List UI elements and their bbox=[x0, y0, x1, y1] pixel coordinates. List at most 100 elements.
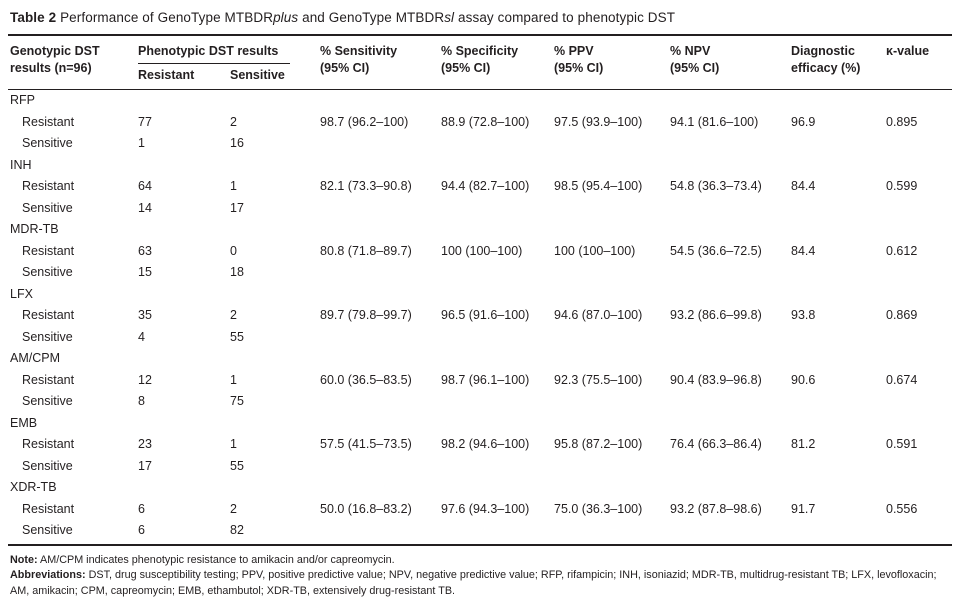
cell-specificity: 96.5 (91.6–100) bbox=[441, 308, 530, 322]
cell-kappa bbox=[886, 262, 952, 284]
table-row: Sensitive 4 55 bbox=[8, 327, 952, 349]
header-line: (95% CI) bbox=[320, 61, 370, 75]
cell-sensitivity bbox=[320, 327, 441, 349]
table-row: Resistant 23 1 57.5 (41.5–73.5) 98.2 (94.6–1… bbox=[8, 434, 952, 456]
row-label: Sensitive bbox=[22, 200, 73, 215]
cell-res: 35 bbox=[138, 308, 152, 322]
header-npv: % NPV (95% CI) bbox=[670, 35, 791, 90]
cell-specificity: 100 (100–100) bbox=[441, 243, 523, 258]
row-label: Sensitive bbox=[22, 136, 73, 150]
cell-kappa: 0.895 bbox=[886, 114, 918, 129]
drug-group-row: MDR-TB bbox=[8, 219, 952, 241]
cell-sen: 1 bbox=[230, 372, 237, 387]
cell-efficacy: 84.4 bbox=[791, 243, 816, 258]
cell-res: 14 bbox=[138, 200, 152, 215]
cell-ppv: 98.5 (95.4–100) bbox=[554, 179, 643, 193]
cell-npv: 93.2 (86.6–99.8) bbox=[670, 308, 762, 322]
header-group-label: Phenotypic DST results bbox=[138, 43, 291, 64]
row-label: Resistant bbox=[22, 501, 75, 516]
cell-res: 4 bbox=[138, 329, 145, 344]
abbreviations-text: DST, drug susceptibility testing; PPV, p… bbox=[10, 569, 937, 597]
table-row: Resistant 35 2 89.7 (79.8–99.7) 96.5 (91.6–1… bbox=[8, 305, 952, 327]
header-ppv: % PPV (95% CI) bbox=[554, 35, 670, 90]
title-text-2: and GenoType MTBDR bbox=[298, 10, 445, 25]
cell-kappa bbox=[886, 391, 952, 413]
cell-specificity bbox=[441, 133, 554, 155]
cell-efficacy bbox=[791, 391, 886, 413]
cell-npv: 90.4 (83.9–96.8) bbox=[670, 372, 762, 387]
drug-group-label: EMB bbox=[10, 415, 38, 430]
drug-group-label: RFP bbox=[10, 93, 35, 107]
cell-ppv: 100 (100–100) bbox=[554, 243, 636, 258]
header-phenotypic-group: Phenotypic DST results bbox=[138, 35, 320, 64]
cell-ppv bbox=[554, 391, 670, 413]
row-label: Sensitive bbox=[22, 329, 73, 344]
cell-sen: 2 bbox=[230, 501, 237, 516]
cell-kappa: 0.612 bbox=[886, 243, 918, 258]
row-label: Sensitive bbox=[22, 458, 73, 473]
cell-npv bbox=[670, 133, 791, 155]
note-label: Note: bbox=[10, 553, 38, 566]
drug-group-row: RFP bbox=[8, 90, 952, 112]
cell-efficacy: 84.4 bbox=[791, 179, 816, 193]
table-title: Table 2 Performance of GenoType MTBDRplu… bbox=[8, 5, 952, 34]
cell-sensitivity: 50.0 (16.8–83.2) bbox=[320, 501, 412, 516]
cell-sen: 17 bbox=[230, 200, 244, 215]
cell-efficacy bbox=[791, 133, 886, 155]
abbreviations-label: Abbreviations: bbox=[10, 569, 86, 581]
cell-efficacy: 81.2 bbox=[791, 437, 816, 451]
cell-specificity bbox=[441, 456, 554, 478]
header-genotypic-dst: Genotypic DST results (n=96) bbox=[8, 35, 138, 90]
cell-sen: 55 bbox=[230, 329, 244, 344]
cell-specificity: 97.6 (94.3–100) bbox=[441, 501, 530, 516]
cell-sen: 2 bbox=[230, 114, 237, 129]
cell-sen: 75 bbox=[230, 394, 244, 408]
cell-res: 15 bbox=[138, 265, 152, 279]
cell-sen: 55 bbox=[230, 458, 244, 473]
table-row: Sensitive 17 55 bbox=[8, 456, 952, 478]
cell-sen: 1 bbox=[230, 437, 237, 451]
cell-specificity bbox=[441, 520, 554, 546]
cell-efficacy bbox=[791, 456, 886, 478]
cell-npv bbox=[670, 456, 791, 478]
cell-efficacy bbox=[791, 198, 886, 220]
cell-res: 8 bbox=[138, 394, 145, 408]
cell-ppv: 97.5 (93.9–100) bbox=[554, 114, 643, 129]
table-row: Sensitive 1 16 bbox=[8, 133, 952, 155]
cell-kappa bbox=[886, 456, 952, 478]
table-row: Sensitive 8 75 bbox=[8, 391, 952, 413]
drug-group-label: MDR-TB bbox=[10, 222, 59, 236]
cell-efficacy bbox=[791, 262, 886, 284]
abbreviations-line: Abbreviations: DST, drug susceptibility … bbox=[10, 568, 954, 597]
cell-npv bbox=[670, 391, 791, 413]
header-line: % PPV bbox=[554, 44, 594, 58]
cell-ppv bbox=[554, 198, 670, 220]
row-label: Sensitive bbox=[22, 265, 73, 279]
cell-res: 6 bbox=[138, 501, 145, 516]
header-resistant: Resistant bbox=[138, 64, 230, 90]
cell-ppv bbox=[554, 262, 670, 284]
cell-res: 12 bbox=[138, 372, 152, 387]
drug-group-label: XDR-TB bbox=[10, 480, 57, 494]
title-italic-sl: sl bbox=[444, 10, 455, 25]
cell-sen: 1 bbox=[230, 179, 237, 193]
cell-sensitivity bbox=[320, 456, 441, 478]
cell-npv: 54.8 (36.3–73.4) bbox=[670, 179, 762, 193]
cell-sensitivity bbox=[320, 262, 441, 284]
cell-efficacy: 96.9 bbox=[791, 114, 816, 129]
cell-efficacy bbox=[791, 520, 886, 546]
cell-ppv bbox=[554, 456, 670, 478]
header-specificity: % Specificity (95% CI) bbox=[441, 35, 554, 90]
row-label: Resistant bbox=[22, 308, 75, 322]
cell-efficacy bbox=[791, 327, 886, 349]
table-number: Table 2 bbox=[10, 10, 57, 25]
table-row: Resistant 63 0 80.8 (71.8–89.7) 100 (100–100… bbox=[8, 241, 952, 263]
cell-res: 6 bbox=[138, 520, 230, 546]
table-row: Resistant 77 2 98.7 (96.2–100) 88.9 (72.8–10… bbox=[8, 112, 952, 134]
drug-group-label: LFX bbox=[10, 286, 33, 301]
cell-kappa: 0.556 bbox=[886, 501, 918, 516]
cell-specificity: 98.7 (96.1–100) bbox=[441, 372, 530, 387]
cell-res: 17 bbox=[138, 458, 152, 473]
cell-kappa bbox=[886, 198, 952, 220]
table-row: Sensitive 6 82 bbox=[8, 520, 952, 546]
